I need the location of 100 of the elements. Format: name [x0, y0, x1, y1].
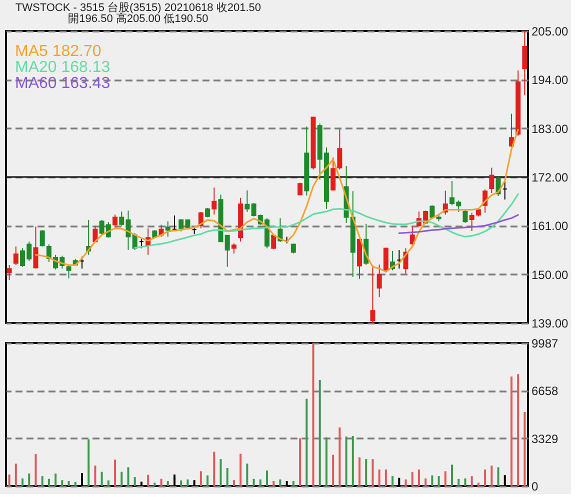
y-tick-label: 172.00 [532, 170, 569, 184]
line-series [398, 214, 519, 234]
bar [464, 478, 466, 486]
bar [14, 464, 17, 486]
bar [358, 457, 361, 486]
bar [154, 482, 156, 486]
bar [240, 454, 242, 486]
y-tick-label: 9987 [532, 336, 559, 350]
y-tick-label: 6658 [532, 384, 559, 398]
bar [306, 398, 308, 486]
text: MA5 182.70 [15, 43, 102, 60]
candlestick [224, 234, 230, 268]
bar [34, 454, 37, 486]
bar [517, 374, 520, 486]
candlestick [33, 226, 38, 270]
candlestick [290, 243, 296, 254]
bar [286, 480, 288, 486]
bar [325, 437, 328, 486]
bar [213, 452, 216, 486]
candlestick [489, 167, 494, 194]
bar [80, 473, 83, 486]
chart-subtitle: 開196.50 高205.00 低190.50 [68, 12, 208, 25]
bar [206, 475, 209, 486]
candlestick [231, 242, 236, 254]
candlestick [6, 264, 12, 281]
y-tick-label: 205.00 [532, 24, 569, 38]
candlestick [205, 207, 210, 218]
bar [424, 478, 427, 486]
bar [524, 412, 526, 486]
bar [365, 459, 368, 486]
line-series [134, 193, 519, 249]
bar [418, 470, 420, 486]
bar [54, 474, 57, 486]
bar [292, 480, 294, 486]
bar [504, 475, 506, 486]
bar [88, 439, 90, 486]
bar [226, 468, 228, 486]
bar [173, 474, 176, 486]
bar [252, 478, 255, 486]
candlestick [522, 30, 528, 96]
bar [299, 438, 302, 486]
candlestick [212, 187, 217, 216]
chart-title: TWSTOCK - 3515 台股(3515) 20210618 收201.50 [15, 1, 261, 14]
bar [193, 480, 196, 486]
candlestick [370, 264, 376, 324]
y-tick-label: 0 [532, 480, 538, 494]
candlestick [330, 157, 336, 192]
bar [484, 470, 486, 486]
y-tick-label: 150.00 [532, 268, 569, 282]
y-tick-label: 161.00 [532, 219, 569, 234]
bar [497, 467, 500, 486]
candlestick [40, 230, 45, 247]
bar [490, 466, 493, 486]
bar [431, 475, 434, 486]
bar [384, 470, 387, 486]
candlestick [462, 209, 468, 224]
bar [332, 454, 334, 486]
bar [232, 480, 235, 486]
bar [477, 482, 480, 486]
bar [186, 479, 189, 486]
bar [272, 480, 275, 486]
bar [259, 479, 262, 486]
bar [352, 436, 354, 486]
bar [61, 480, 64, 486]
bar [134, 477, 136, 486]
bar [312, 343, 314, 486]
bar [147, 474, 150, 486]
bar [392, 476, 394, 486]
bar [41, 476, 44, 486]
bar [246, 464, 248, 486]
bar [458, 478, 460, 486]
bar [510, 376, 512, 486]
bar [404, 479, 407, 486]
candlestick [66, 264, 72, 279]
text: MA20 168.13 [15, 59, 110, 76]
bar [411, 472, 414, 486]
bar [444, 471, 446, 486]
bar [28, 474, 30, 486]
bar [438, 476, 440, 486]
bar [338, 427, 341, 486]
line-series [34, 128, 519, 272]
bar [451, 464, 454, 486]
candlestick [13, 246, 18, 266]
bar [318, 380, 321, 486]
bar [220, 459, 222, 486]
bar [74, 482, 76, 486]
bar [114, 460, 116, 486]
bar [22, 478, 24, 486]
bar [160, 478, 162, 486]
bar [94, 466, 96, 486]
bar [166, 480, 169, 486]
bar [266, 470, 268, 486]
bar [180, 480, 182, 486]
candlestick [165, 220, 170, 238]
bar [470, 476, 473, 486]
candlestick [337, 128, 342, 170]
y-tick-label: 3329 [532, 432, 559, 446]
bar [279, 479, 282, 486]
candlestick [112, 214, 118, 228]
bar [107, 480, 110, 486]
